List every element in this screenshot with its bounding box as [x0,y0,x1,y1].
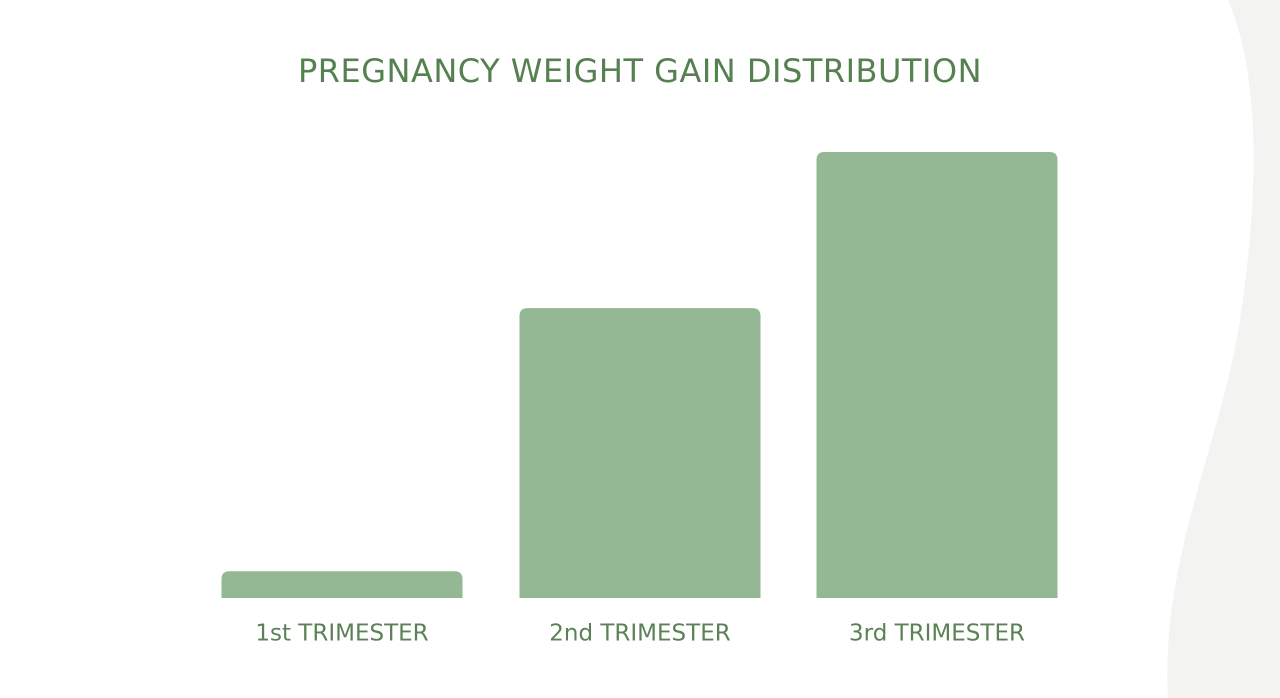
bar [519,308,761,598]
bar [816,152,1058,598]
bar [221,571,463,598]
x-tick-label: 2nd TRIMESTER [549,621,730,647]
x-tick-label: 3rd TRIMESTER [849,621,1025,647]
chart-title: PREGNANCY WEIGHT GAIN DISTRIBUTION [298,52,982,90]
x-tick-label: 1st TRIMESTER [255,621,428,647]
decorative-wave [1167,0,1280,698]
